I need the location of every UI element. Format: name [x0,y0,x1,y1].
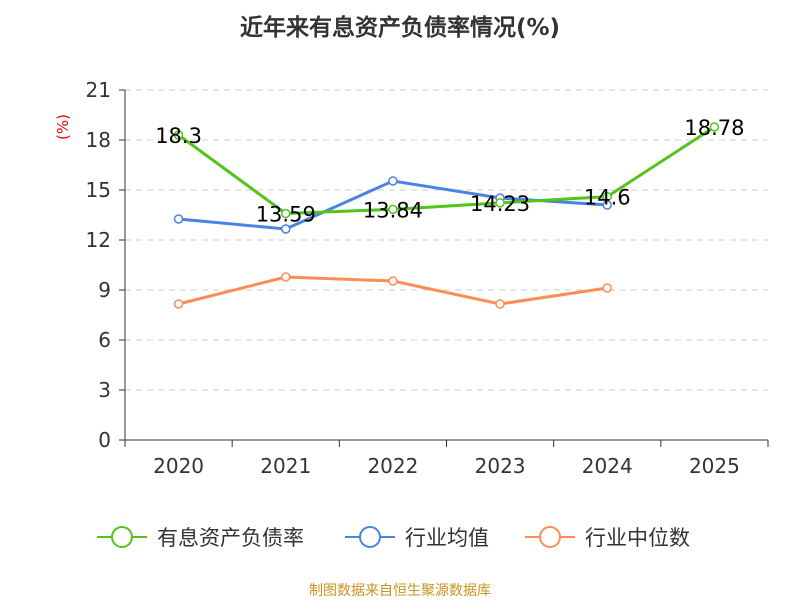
data-point [173,299,184,309]
data-point [173,130,184,140]
data-point [602,191,612,202]
legend-label: 行业均值 [405,526,489,550]
y-tick-label: 0 [98,428,111,452]
data-point [281,208,291,219]
x-tick-label: 2024 [582,454,633,478]
data-point [281,272,291,282]
x-tick-label: 2021 [260,454,311,478]
x-tick-label: 2020 [153,454,204,478]
data-point [281,224,291,234]
data-point [495,198,505,208]
y-tick-label: 9 [98,278,111,302]
x-tick-label: 2023 [475,454,526,478]
data-label: 14.6 [584,186,631,210]
y-tick-label: 18 [86,128,111,152]
data-point [709,122,720,132]
legend-label: 有息资产负债率 [157,526,304,550]
data-label: 18.78 [684,116,744,140]
y-tick-label: 6 [98,328,111,352]
data-label: 13.84 [363,198,423,222]
legend-marker [359,526,381,548]
chart-title: 近年来有息资产负债率情况(%) [239,15,561,41]
data-point [388,276,398,286]
legend-marker [111,526,133,548]
x-tick-label: 2025 [689,454,740,478]
series-line-0 [177,125,716,216]
data-label: 14.23 [470,192,530,216]
y-tick-label: 12 [86,228,111,252]
data-point [388,204,398,215]
data-point [602,283,612,293]
y-tick-label: 21 [86,78,111,102]
y-tick-label: 15 [86,178,111,202]
data-label: 13.59 [256,203,316,227]
x-tick-label: 2022 [367,454,418,478]
source-note: 制图数据来自恒生聚源数据库 [309,583,491,599]
data-point [173,214,184,224]
data-label: 18.3 [155,124,202,148]
y-tick-label: 3 [98,378,111,402]
legend-marker [539,526,561,548]
data-point [388,176,398,186]
data-point [495,299,505,309]
legend-label: 行业中位数 [585,526,690,550]
y-axis-label: (%) [54,114,72,140]
